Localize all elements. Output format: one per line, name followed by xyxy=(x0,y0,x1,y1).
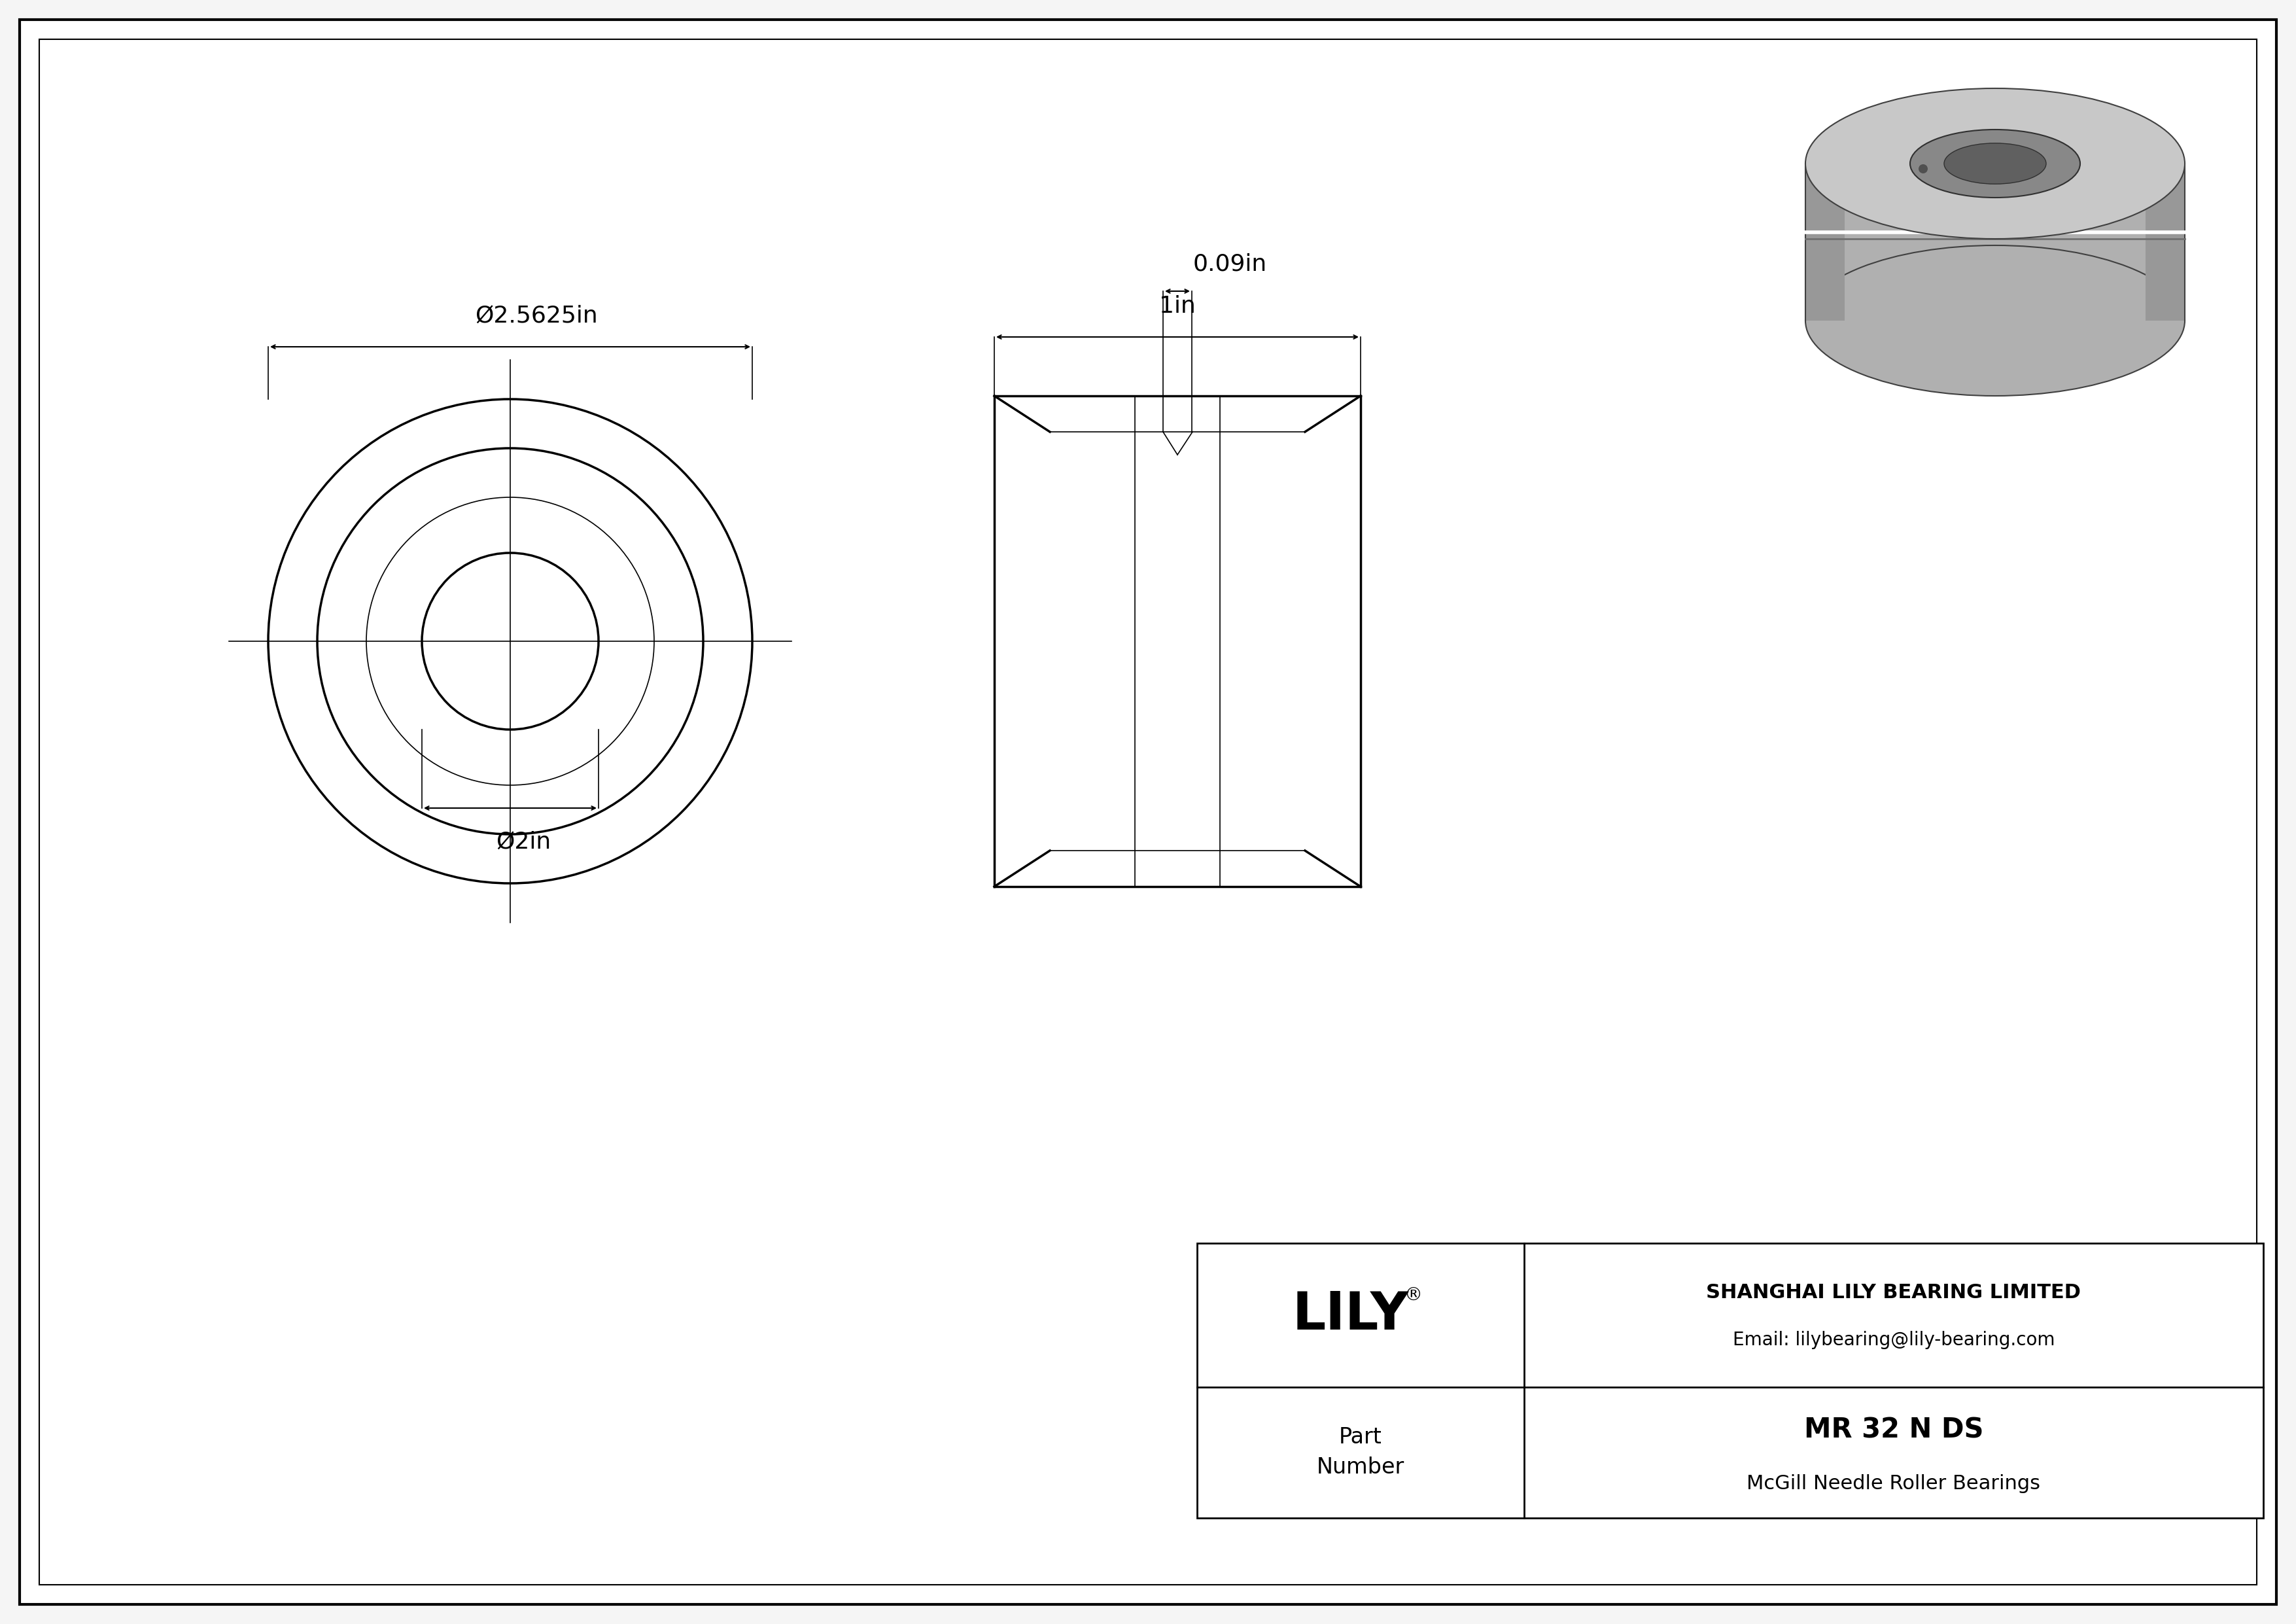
Text: ®: ® xyxy=(1403,1286,1421,1304)
Circle shape xyxy=(1919,164,1929,174)
Ellipse shape xyxy=(1945,143,2046,184)
Ellipse shape xyxy=(1910,130,2080,198)
Text: SHANGHAI LILY BEARING LIMITED: SHANGHAI LILY BEARING LIMITED xyxy=(1706,1283,2080,1302)
Text: 1in: 1in xyxy=(1159,296,1196,317)
Text: Email: lilybearing@lily-bearing.com: Email: lilybearing@lily-bearing.com xyxy=(1733,1332,2055,1350)
Bar xyxy=(1196,1244,2264,1518)
Polygon shape xyxy=(2144,164,2186,320)
Polygon shape xyxy=(1805,164,2186,320)
Text: McGill Needle Roller Bearings: McGill Needle Roller Bearings xyxy=(1747,1475,2041,1494)
Text: LILY: LILY xyxy=(1293,1289,1410,1341)
Text: MR 32 N DS: MR 32 N DS xyxy=(1805,1416,1984,1444)
Ellipse shape xyxy=(1805,245,2186,396)
Text: 0.09in: 0.09in xyxy=(1192,253,1267,274)
Polygon shape xyxy=(1805,164,1844,320)
Text: Part
Number: Part Number xyxy=(1316,1427,1405,1478)
Text: Ø2.5625in: Ø2.5625in xyxy=(475,305,597,326)
Ellipse shape xyxy=(1805,88,2186,239)
Text: Ø2in: Ø2in xyxy=(496,831,551,853)
